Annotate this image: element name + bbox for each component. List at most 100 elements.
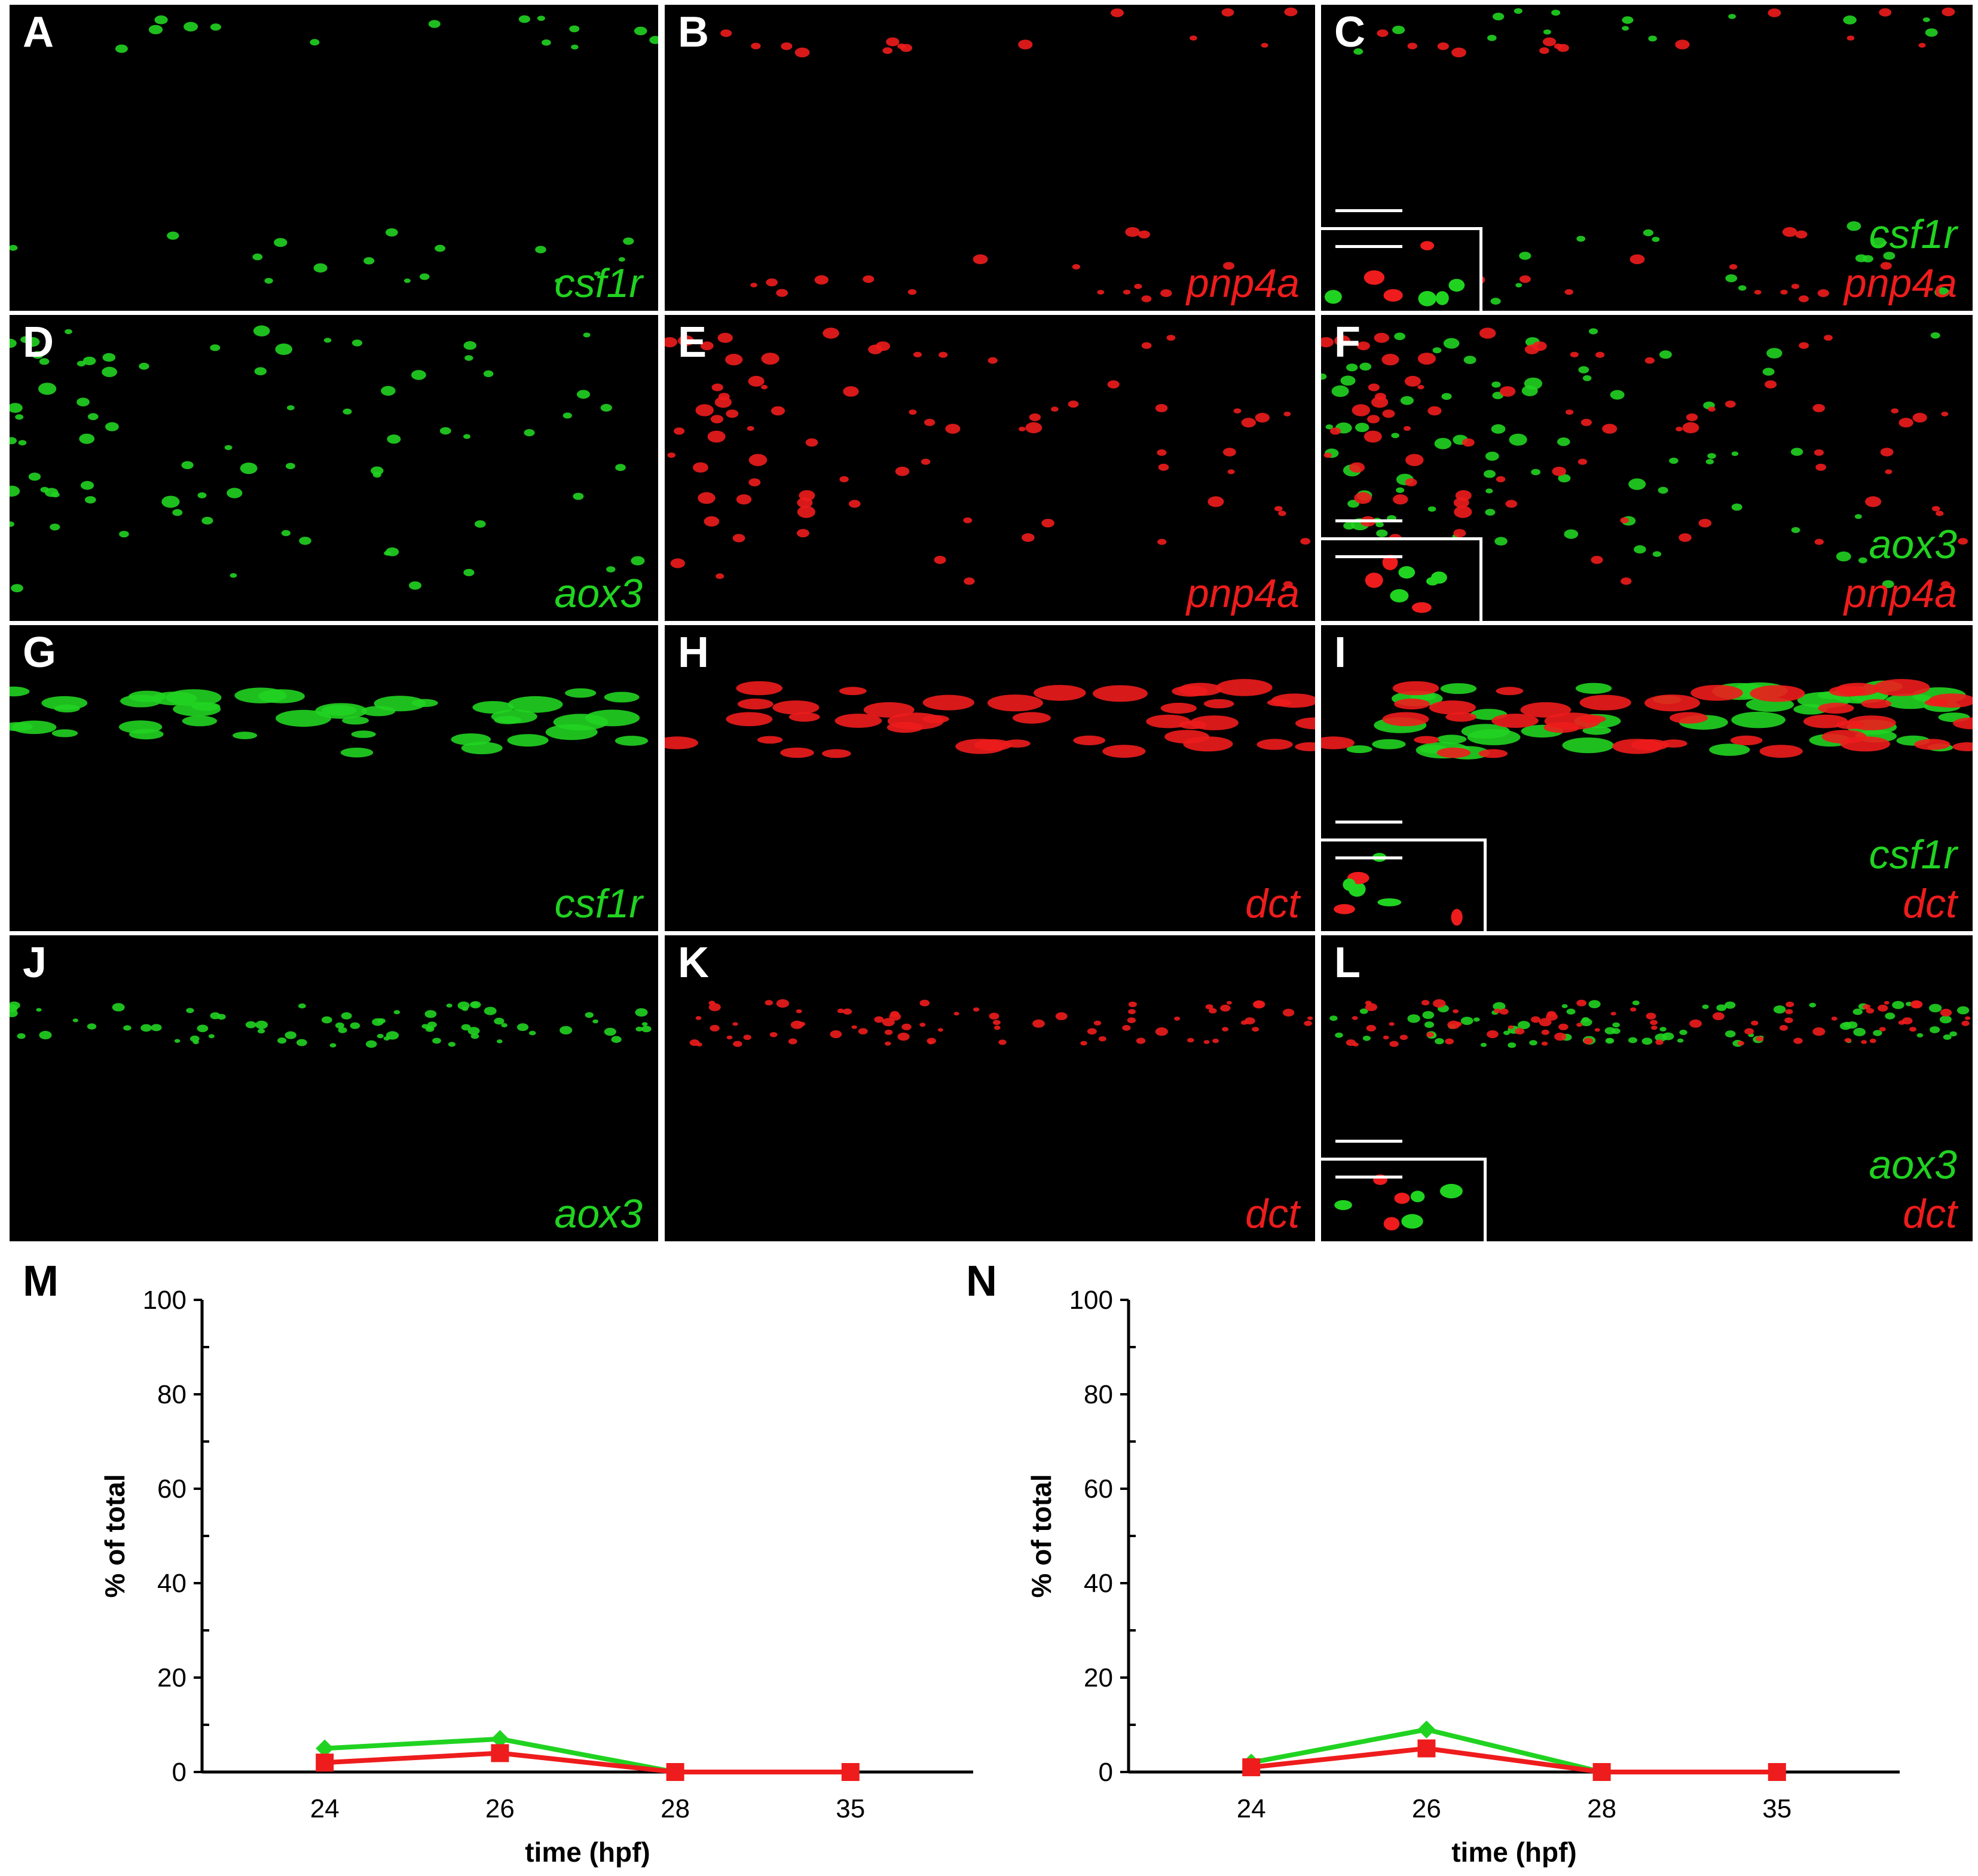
gene-label-dct: dct [1245,1191,1300,1237]
gene-label-csf1r: csf1r [1869,832,1957,877]
fluorescence-image [665,679,1315,758]
inset-image [1334,1174,1463,1231]
y-tick-label: 20 [157,1663,187,1693]
data-point [316,1739,334,1758]
panel-letter: B [678,8,709,56]
x-axis-title: time (hpf) [1451,1837,1577,1868]
x-tick-label: 26 [1412,1794,1441,1823]
gene-label-dct: dct [1903,1191,1957,1237]
y-tick-label: 0 [172,1758,187,1787]
magnified-inset [1321,227,1482,311]
chart-m-label: M [23,1257,59,1305]
fluorescence-image [1329,999,1971,1048]
y-tick-label: 40 [157,1569,187,1598]
y-tick-label: 80 [157,1380,187,1409]
x-tick-label: 26 [485,1794,515,1823]
series-line-0 [1251,1727,1777,1774]
panel-letter: L [1334,939,1361,987]
x-tick-label: 28 [661,1794,690,1823]
chart-n-label: N [966,1257,997,1305]
panel-letter: J [23,939,47,987]
data-point [841,1763,860,1781]
fluorescence-image [10,686,649,758]
panel-letter: E [678,319,707,366]
x-axis-title: time (hpf) [525,1837,650,1868]
chart-n: N 0 20 40 60 80 100 24 26 28 35 time (hpf) % of tot… [954,1243,1978,1876]
panel-letter: I [1334,629,1347,677]
panel-letter: C [1334,8,1365,56]
series-line-0 [324,1736,851,1774]
data-point [491,1744,509,1762]
chart-n-plot: 0 20 40 60 80 100 24 26 28 35 time (hpf) % of total [1026,1286,1900,1868]
fluorescence-image [10,15,658,284]
y-tick-label: 100 [143,1286,187,1315]
panel-letter: G [23,629,57,677]
gene-label-aox3: aox3 [1869,522,1957,567]
magnified-inset [1321,838,1487,931]
gene-label-pnp4a: pnp4a [1186,571,1300,616]
scale-bar [1335,821,1402,824]
data-point [1768,1763,1786,1781]
magnified-inset [1321,1158,1487,1241]
data-point [1242,1758,1261,1777]
chart-m-plot: 0 20 40 60 80 100 24 26 28 35 time (hpf) % of total [99,1286,973,1868]
y-tick-label: 0 [1099,1758,1113,1787]
x-tick-label: 24 [310,1794,340,1823]
gene-label-pnp4a: pnp4a [1186,261,1300,306]
panel-letter: D [23,319,54,366]
gene-label-dct: dct [1245,881,1300,926]
y-tick-label: 100 [1069,1286,1113,1315]
inset-scale-bar [1335,245,1402,248]
x-tick-label: 28 [1587,1794,1616,1823]
x-tick-label: 35 [1762,1794,1791,1823]
y-tick-label: 60 [157,1474,187,1504]
gene-label-csf1r: csf1r [554,881,643,926]
scale-bar [1335,209,1402,212]
fluorescence-image [10,325,645,592]
data-point [1417,1720,1436,1739]
chart-m: M 0 20 40 60 80 100 24 26 28 35 time (hpf) % of tot… [0,1243,989,1876]
gene-label-aox3: aox3 [554,1191,643,1237]
data-point [316,1753,334,1772]
panel-letter: K [678,939,709,987]
inset-scale-bar [1335,555,1402,558]
gene-label-pnp4a: pnp4a [1844,571,1957,616]
series-line-1 [324,1750,851,1774]
y-axis-title: % of total [99,1474,130,1598]
fluorescence-image [689,999,1313,1047]
data-point [491,1730,509,1748]
x-tick-label: 35 [836,1794,865,1823]
magnified-inset [1321,537,1482,621]
inset-image [1334,853,1463,926]
inset-scale-bar [1335,856,1402,859]
panel-letter: F [1334,319,1361,366]
y-tick-label: 80 [1084,1380,1113,1409]
inset-image [1325,241,1465,307]
gene-label-csf1r: csf1r [554,261,643,306]
data-point [1592,1763,1611,1781]
gene-label-dct: dct [1903,881,1957,926]
fluorescence-image [720,7,1298,302]
y-tick-label: 40 [1084,1569,1113,1598]
inset-scale-bar [1335,1176,1402,1179]
fluorescence-image [10,1001,652,1048]
y-tick-label: 20 [1084,1663,1113,1693]
scale-bar [1335,519,1402,522]
x-tick-label: 24 [1237,1794,1266,1823]
y-axis-title: % of total [1026,1474,1057,1598]
data-point [666,1763,684,1781]
scale-bar [1335,1140,1402,1143]
fluorescence-image [1321,679,1973,760]
series-line-1 [1251,1746,1777,1774]
data-point [1417,1739,1436,1758]
